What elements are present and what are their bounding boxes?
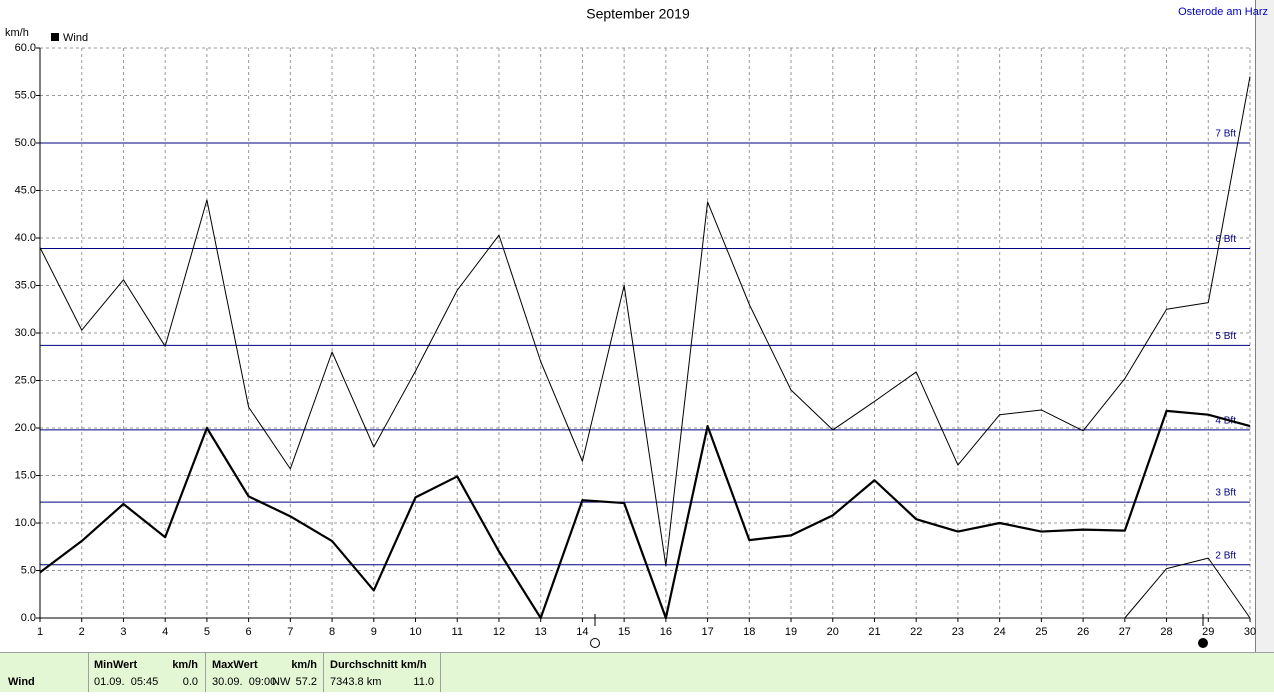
series-line [1124, 557, 1251, 619]
y-tick-label: 0.0 [21, 612, 36, 624]
x-tick-label: 25 [1035, 626, 1047, 638]
footer [0, 652, 1274, 692]
y-tick-label: 10.0 [15, 517, 36, 529]
x-tick-label: 24 [994, 626, 1006, 638]
x-tick-label: 30 [1244, 626, 1256, 638]
x-tick-label: 3 [120, 626, 126, 638]
x-tick-label: 23 [952, 626, 964, 638]
beaufort-label: 5 Bft [1215, 331, 1236, 342]
footer-direction: NW [272, 676, 291, 688]
x-tick-label: 1 [37, 626, 43, 638]
y-tick-label: 25.0 [15, 374, 36, 386]
footer-value: 11.0 [413, 676, 434, 688]
beaufort-label: 6 Bft [1215, 234, 1236, 245]
x-tick-label: 10 [409, 626, 421, 638]
x-tick-label: 28 [1160, 626, 1172, 638]
scroll-area [1256, 0, 1274, 652]
x-tick-label: 2 [79, 626, 85, 638]
x-tick-label: 20 [827, 626, 839, 638]
footer-unit: km/h [172, 659, 198, 671]
x-tick-label: 7 [287, 626, 293, 638]
beaufort-label: 3 Bft [1215, 488, 1236, 499]
x-tick-label: 8 [329, 626, 335, 638]
legend-label: Wind [63, 32, 88, 44]
y-tick-label: 40.0 [15, 232, 36, 244]
footer-unit: km/h [291, 659, 317, 671]
y-tick-label: 60.0 [15, 42, 36, 54]
x-tick-label: 5 [204, 626, 210, 638]
y-tick-label: 30.0 [15, 327, 36, 339]
moon-icon [1198, 638, 1208, 648]
y-tick-label: 5.0 [21, 564, 36, 576]
x-tick-label: 11 [452, 626, 463, 638]
y-tick-label: 35.0 [15, 279, 36, 291]
footer-label: Wind [8, 676, 35, 688]
chart-title: September 2019 [586, 6, 690, 22]
x-tick-label: 9 [371, 626, 377, 638]
x-tick-label: 17 [701, 626, 713, 638]
beaufort-label: 4 Bft [1215, 416, 1236, 427]
footer-value: 0.0 [183, 676, 198, 688]
footer-header: MaxWert [212, 659, 258, 671]
footer-time: 30.09. 09:00 [212, 676, 276, 688]
x-tick-label: 4 [162, 626, 168, 638]
footer-header: Durchschnitt km/h [330, 659, 427, 671]
x-tick-label: 26 [1077, 626, 1089, 638]
x-tick-label: 12 [493, 626, 505, 638]
y-axis-label: km/h [5, 27, 29, 39]
plot: 0.0 5.0 10.0 15.0 20.0 25.0 30.0 35.0 40.0 45.0 50… [15, 42, 1257, 638]
location: Osterode am Harz [1178, 6, 1268, 18]
y-tick-label: 50.0 [15, 137, 36, 149]
x-tick-label: 21 [868, 626, 880, 638]
x-tick-label: 13 [535, 626, 547, 638]
y-tick-label: 45.0 [15, 184, 36, 196]
moon-icon [590, 638, 600, 648]
x-tick-label: 22 [910, 626, 922, 638]
x-tick-label: 15 [618, 626, 630, 638]
legend-swatch [51, 33, 59, 41]
series-line [39, 76, 1251, 567]
x-tick-label: 19 [785, 626, 797, 638]
footer-separators [88, 653, 441, 692]
x-tick-label: 16 [660, 626, 672, 638]
x-tick-label: 14 [576, 626, 588, 638]
y-tick-label: 55.0 [15, 89, 36, 101]
x-tick-label: 6 [246, 626, 252, 638]
series-line [39, 409, 1251, 620]
beaufort-label: 7 Bft [1215, 129, 1236, 140]
y-tick-label: 15.0 [15, 469, 36, 481]
footer-header: MinWert [94, 659, 138, 671]
x-tick-label: 27 [1119, 626, 1131, 638]
x-tick-label: 29 [1202, 626, 1214, 638]
beaufort-label: 2 Bft [1215, 550, 1236, 561]
footer-value: 57.2 [296, 676, 317, 688]
footer-time: 01.09. 05:45 [94, 676, 158, 688]
footer-distance: 7343.8 km [330, 676, 381, 688]
x-tick-label: 18 [743, 626, 755, 638]
y-tick-label: 20.0 [15, 422, 36, 434]
